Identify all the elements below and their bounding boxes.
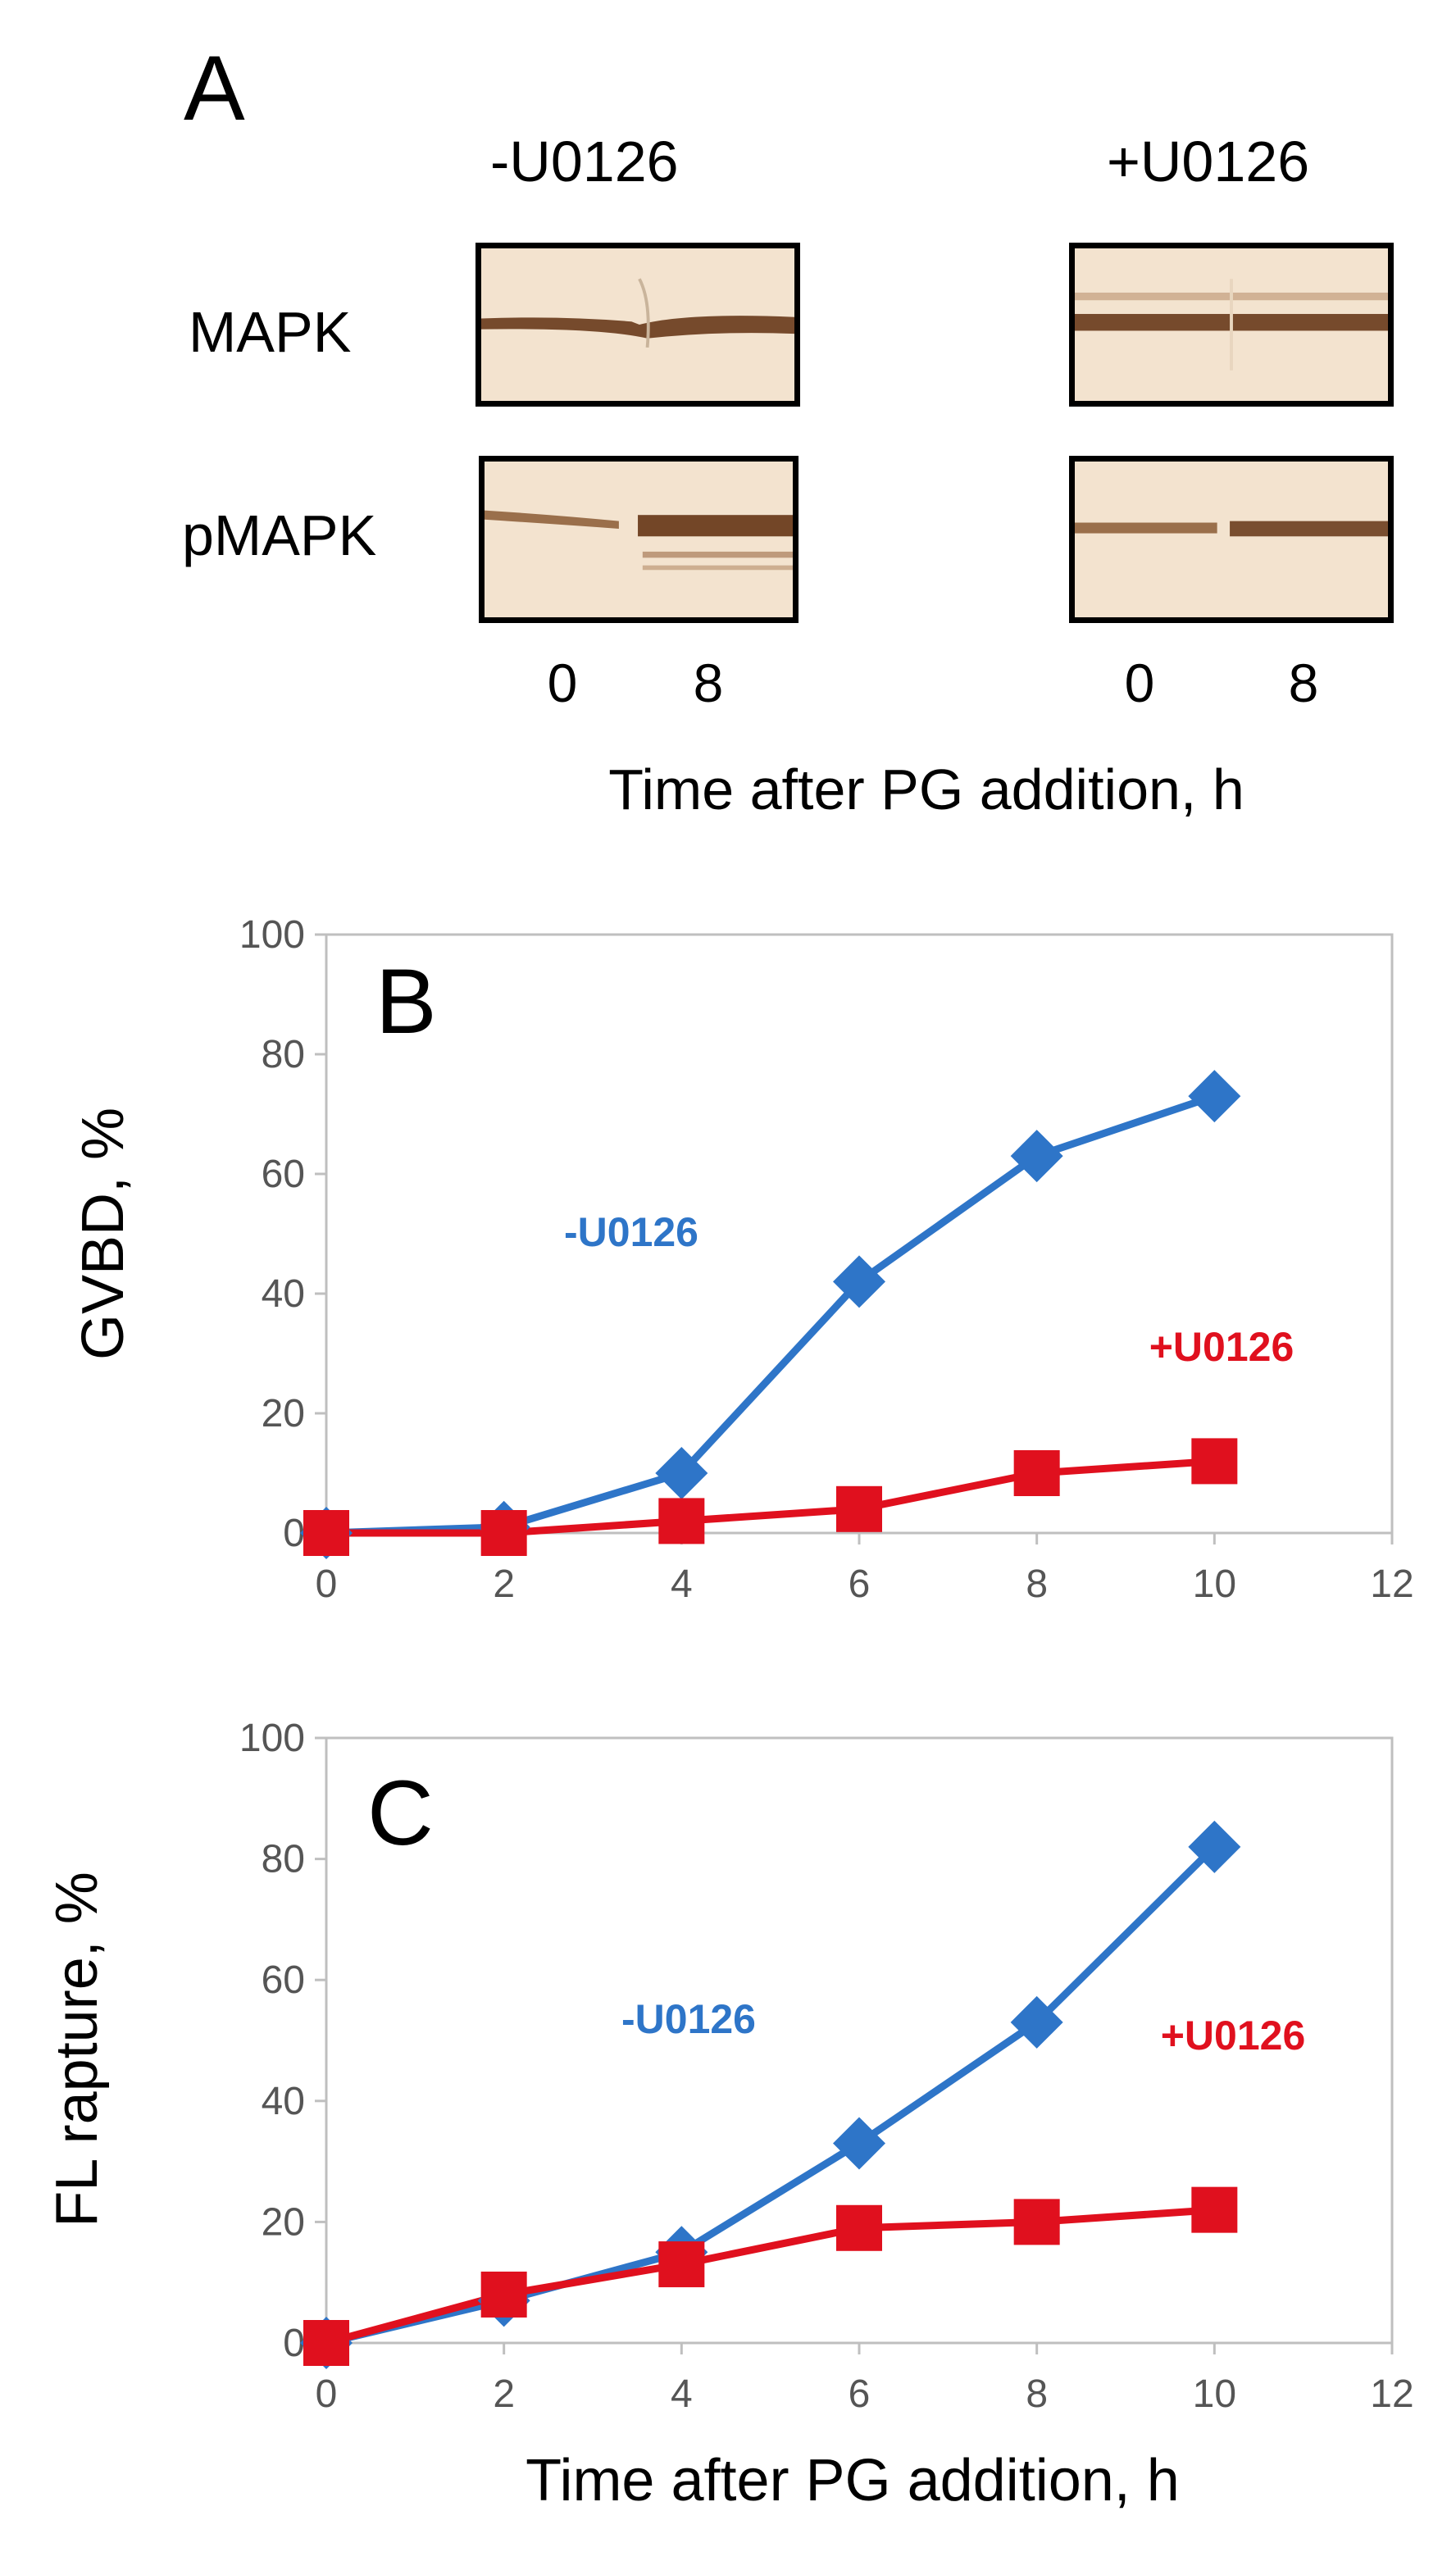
x-tick-label: 0 — [316, 1563, 338, 1606]
data-point-plus-u0126 — [1191, 1438, 1238, 1485]
data-point-minus-u0126 — [1010, 1995, 1063, 2049]
x-tick-label: 6 — [849, 1563, 871, 1606]
data-point-minus-u0126 — [1188, 1820, 1241, 1873]
y-tick-label: 80 — [262, 1838, 305, 1881]
x-tick-label: 8 — [1026, 1563, 1048, 1606]
series-label-minus-u0126: -U0126 — [564, 1209, 698, 1255]
band-pmapk-plus-lane-8 — [1230, 521, 1388, 537]
y-tick-label: 80 — [262, 1033, 305, 1076]
condition-label-plus-u0126: +U0126 — [1107, 130, 1310, 193]
x-tick-label: 4 — [671, 2372, 693, 2416]
band-mapk-lane-0-and-8 — [481, 316, 794, 339]
y-axis-title: GVBD, % — [71, 1108, 136, 1360]
x-tick-label: 2 — [493, 2372, 515, 2416]
y-tick-label: 100 — [239, 1717, 305, 1760]
lane-label-8-plus: 8 — [1288, 653, 1319, 713]
data-point-plus-u0126 — [480, 2271, 527, 2318]
x-tick-label: 6 — [849, 2372, 871, 2416]
blot-pmapk-minus-u0126 — [479, 456, 799, 623]
row-label-mapk: MAPK — [189, 300, 352, 364]
data-point-plus-u0126 — [658, 2241, 705, 2288]
y-axis-title: FL rapture, % — [44, 1872, 110, 2227]
x-tick-label: 10 — [1193, 1563, 1236, 1606]
x-axis-title: Time after PG addition, h — [526, 2448, 1180, 2513]
x-tick-label: 0 — [316, 2372, 338, 2416]
data-point-plus-u0126 — [1013, 2199, 1060, 2245]
data-point-minus-u0126 — [833, 2117, 885, 2170]
row-label-pmapk: pMAPK — [182, 503, 377, 567]
data-point-plus-u0126 — [836, 2204, 882, 2251]
data-point-minus-u0126 — [655, 1447, 708, 1499]
series-line-minus-u0126 — [325, 1092, 1216, 1537]
series-line-plus-u0126 — [325, 2206, 1215, 2347]
x-tick-label: 4 — [671, 1563, 693, 1606]
data-point-plus-u0126 — [303, 2320, 349, 2366]
x-tick-label: 12 — [1370, 1563, 1413, 1606]
series-label-plus-u0126: +U0126 — [1161, 2013, 1306, 2058]
y-tick-label: 20 — [262, 1392, 305, 1435]
data-point-minus-u0126 — [1010, 1130, 1063, 1183]
data-point-plus-u0126 — [1013, 1450, 1060, 1496]
series-label-plus-u0126: +U0126 — [1149, 1324, 1294, 1370]
lane-label-0-plus: 0 — [1124, 653, 1155, 713]
data-point-plus-u0126 — [836, 1485, 882, 1532]
band-pmapk-plus-lane-0 — [1075, 522, 1217, 534]
blot-pmapk-plus-u0126 — [1069, 456, 1394, 623]
data-point-minus-u0126 — [1188, 1070, 1241, 1123]
y-tick-label: 100 — [239, 913, 305, 957]
x-tick-label: 10 — [1193, 2372, 1236, 2416]
x-tick-label: 12 — [1370, 2372, 1413, 2416]
panel-a-x-axis-label: Time after PG addition, h — [608, 757, 1244, 821]
panel-letter: C — [367, 1762, 434, 1864]
y-tick-label: 40 — [262, 1272, 305, 1316]
condition-label-minus-u0126: -U0126 — [490, 130, 679, 193]
data-point-plus-u0126 — [303, 1510, 349, 1556]
x-tick-label: 2 — [493, 1563, 515, 1606]
data-point-minus-u0126 — [833, 1255, 885, 1308]
y-tick-label: 40 — [262, 2080, 305, 2123]
data-point-plus-u0126 — [1191, 2186, 1238, 2233]
band-pmapk-lane-0 — [485, 510, 619, 529]
lane-label-0-minus: 0 — [547, 653, 578, 713]
series-label-minus-u0126: -U0126 — [621, 1996, 756, 2042]
y-tick-label: 20 — [262, 2200, 305, 2244]
y-tick-label: 60 — [262, 1153, 305, 1196]
blot-mapk-minus-u0126 — [475, 243, 800, 407]
x-tick-label: 8 — [1026, 2372, 1048, 2416]
panel-a-letter: A — [184, 37, 245, 139]
y-tick-label: 60 — [262, 1958, 305, 2002]
series-line-plus-u0126 — [326, 1457, 1215, 1537]
panel-letter: B — [375, 950, 437, 1053]
data-point-plus-u0126 — [658, 1498, 705, 1544]
blot-mapk-plus-u0126 — [1069, 243, 1394, 407]
lane-label-8-minus: 8 — [693, 653, 724, 713]
data-point-plus-u0126 — [480, 1510, 527, 1556]
band-pmapk-lane-8 — [638, 515, 793, 537]
series-line-minus-u0126 — [325, 1844, 1217, 2347]
